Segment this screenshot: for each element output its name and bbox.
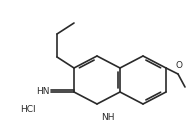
Text: HCl: HCl	[20, 105, 36, 114]
Text: HN: HN	[36, 86, 50, 95]
Text: NH: NH	[101, 113, 114, 122]
Text: O: O	[176, 61, 183, 70]
